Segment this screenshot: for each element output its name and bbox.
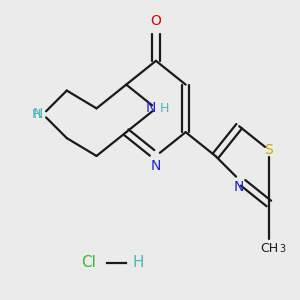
Text: N: N [33, 107, 43, 121]
Text: Cl: Cl [82, 255, 97, 270]
Text: H: H [160, 102, 169, 115]
Text: N: N [234, 180, 244, 194]
Text: H: H [32, 108, 41, 121]
Text: H: H [132, 255, 144, 270]
Text: N: N [146, 101, 156, 116]
Text: O: O [151, 14, 161, 28]
Text: S: S [265, 143, 273, 157]
Text: 3: 3 [279, 244, 285, 254]
Text: CH: CH [260, 242, 278, 255]
Text: N: N [151, 159, 161, 173]
